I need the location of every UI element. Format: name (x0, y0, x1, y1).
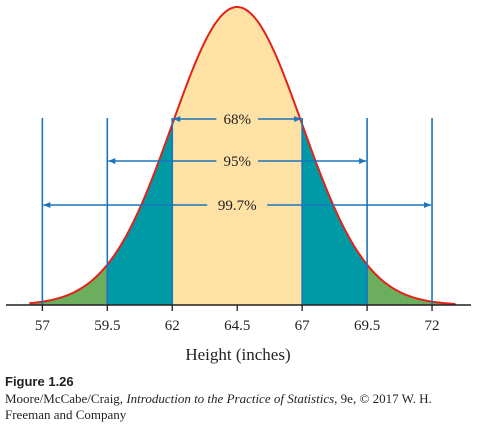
x-tick-label: 62 (165, 318, 180, 334)
region-68pct (172, 7, 303, 305)
normal-curve-chart: 57 59.5 62 64.5 67 69.5 72 68% 95% 99.7% Height … (6, 6, 471, 364)
x-tick-label: 72 (425, 318, 440, 334)
normal-curve (29, 6, 456, 305)
figure-caption: Figure 1.26 Moore/McCabe/Craig, Introduc… (5, 374, 473, 423)
figure-number: Figure 1.26 (5, 374, 74, 389)
band-label: 99.7% (218, 198, 257, 214)
x-axis-title: Height (inches) (185, 345, 290, 364)
band-label: 95% (223, 154, 251, 170)
band-label: 68% (223, 112, 251, 128)
caption-details: , 9e, © 2017 W. H. Freeman and Company (5, 391, 432, 422)
x-tick-label: 67 (295, 318, 311, 334)
x-tick-label: 57 (35, 318, 51, 334)
caption-book-title: Introduction to the Practice of Statisti… (126, 391, 335, 406)
x-tick-label: 64.5 (224, 318, 250, 334)
caption-authors: Moore/McCabe/Craig, (5, 391, 127, 406)
x-tick-label: 59.5 (94, 318, 120, 334)
x-tick-label: 69.5 (354, 318, 380, 334)
